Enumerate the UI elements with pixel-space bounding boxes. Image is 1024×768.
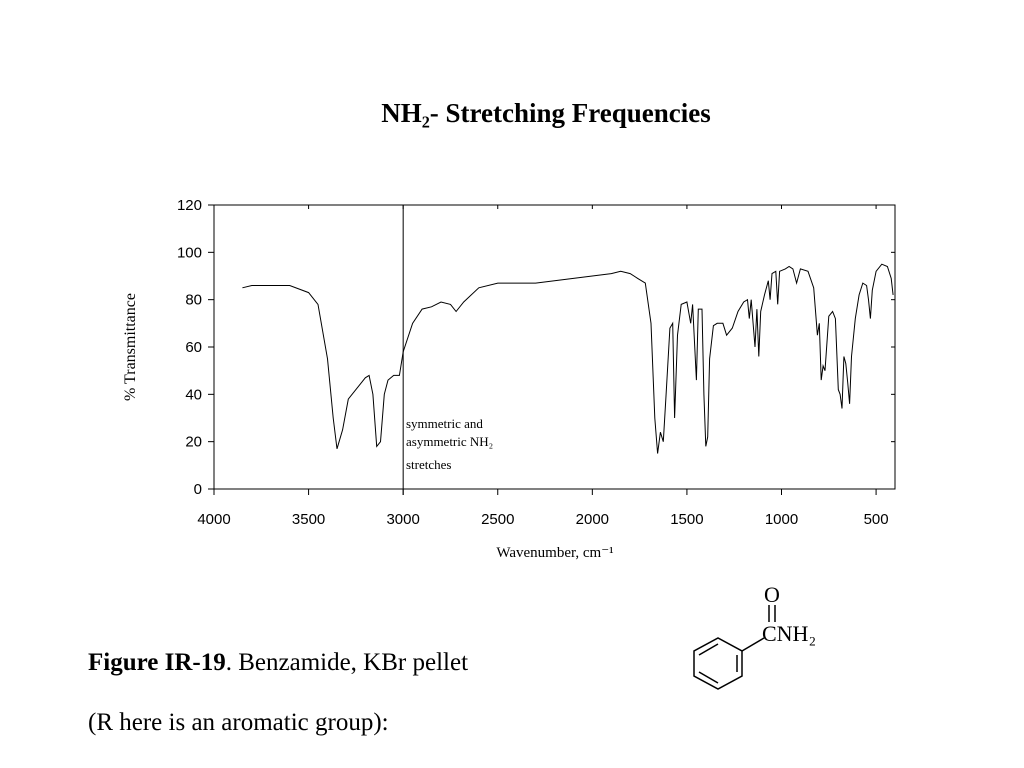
spectrum-line bbox=[242, 263, 894, 454]
y-tick-label: 80 bbox=[185, 292, 202, 309]
x-tick-label: 1000 bbox=[765, 511, 798, 528]
x-tick-label: 2500 bbox=[481, 511, 514, 528]
ring-bond bbox=[698, 643, 719, 656]
annotation: symmetric and bbox=[406, 416, 483, 431]
ring-bond bbox=[698, 671, 719, 684]
y-tick-label: 0 bbox=[194, 481, 202, 498]
group-label: CNH₂ bbox=[762, 621, 816, 646]
x-tick-label: 2000 bbox=[576, 511, 609, 528]
annotation: stretches bbox=[406, 457, 451, 472]
y-tick-label: 40 bbox=[185, 386, 202, 403]
y-axis-label: % Transmittance bbox=[122, 293, 139, 401]
x-tick-label: 1500 bbox=[670, 511, 703, 528]
plot-frame bbox=[213, 204, 896, 490]
x-tick-label: 3500 bbox=[292, 511, 325, 528]
x-axis-label: Wavenumber, cm⁻¹ bbox=[496, 545, 613, 561]
y-tick-label: 20 bbox=[185, 434, 202, 451]
caption-label: Figure IR-19 bbox=[88, 649, 226, 676]
chart-title: NH₂- Stretching Frequencies bbox=[381, 98, 711, 128]
y-tick-label: 100 bbox=[177, 244, 202, 261]
x-tick-label: 3000 bbox=[386, 511, 419, 528]
y-tick-label: 60 bbox=[185, 339, 202, 356]
benzene-ring bbox=[693, 637, 743, 690]
annotation: asymmetric NH₂ bbox=[406, 434, 493, 449]
bond bbox=[741, 637, 765, 652]
caption-note: (R here is an aromatic group): bbox=[88, 709, 389, 736]
caption-text: . Benzamide, KBr pellet bbox=[226, 649, 468, 676]
benzamide-structure bbox=[693, 605, 776, 690]
x-tick-label: 4000 bbox=[197, 511, 230, 528]
x-tick-label: 500 bbox=[864, 511, 889, 528]
y-tick-label: 120 bbox=[177, 197, 202, 214]
oxygen-label: O bbox=[764, 582, 780, 607]
